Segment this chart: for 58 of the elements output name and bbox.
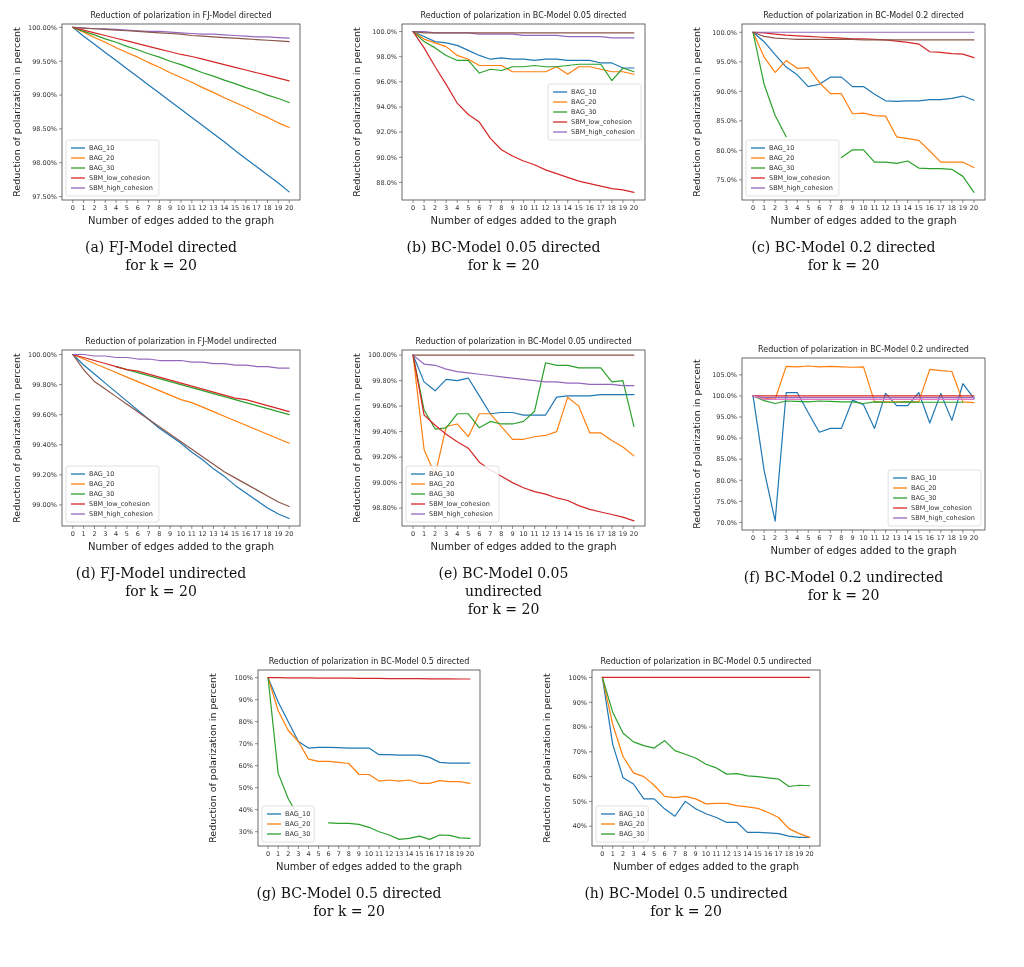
line-series: [412, 354, 635, 416]
chart-title: Reduction of polarization in BC-Model 0.05 undirected: [415, 337, 632, 346]
text: (a) FJ-Model directed: [85, 239, 237, 255]
chart-title: Reduction of polarization in BC-Model 0.5 undirected: [600, 657, 812, 666]
text: for k = 20: [125, 257, 197, 273]
y-axis-title: Reduction of polarization in percent: [207, 672, 218, 843]
line-series: [601, 676, 811, 788]
text: for k = 20: [467, 601, 540, 617]
text: for k = 20: [807, 587, 880, 603]
text: (g) BC-Model 0.5 directed: [256, 885, 442, 901]
x-axis-title: Number of edges added to the graph: [612, 861, 800, 872]
text: for k = 20: [313, 903, 385, 919]
text: for k = 20: [125, 583, 197, 599]
x-axis-title: Number of edges added to the graph: [87, 541, 275, 552]
y-axis-title: Reduction of polarization in percent: [11, 352, 22, 523]
line-series: [72, 353, 290, 369]
line-series: [72, 353, 290, 413]
line-series: [267, 677, 471, 764]
text: undirected: [464, 583, 543, 599]
x-axis-title: Number of edges added to the graph: [430, 215, 617, 226]
chart-title: Reduction of polarization in BC-Model 0.2 directed: [763, 11, 964, 20]
text: (b) BC-Model 0.05 directed: [406, 239, 601, 255]
y-axis-title: Reduction of polarization in percent: [691, 26, 702, 197]
text: for k = 20: [467, 257, 540, 273]
chart-title: Reduction of polarization in FJ-Model directed: [90, 11, 272, 20]
chart-title: Reduction of polarization in BC-Model 0.5 directed: [268, 657, 470, 666]
x-axis-title: Number of edges added to the graph: [770, 215, 957, 226]
y-axis-title: Reduction of polarization in percent: [351, 26, 362, 197]
line-series: [72, 26, 290, 82]
chart-title: Reduction of polarization in BC-Model 0.05 directed: [420, 11, 627, 20]
y-axis-title: Reduction of polarization in percent: [691, 358, 702, 529]
chart-title: Reduction of polarization in BC-Model 0.2 undirected: [758, 345, 969, 354]
line-series: [412, 354, 635, 522]
text: (c) BC-Model 0.2 directed: [751, 239, 936, 255]
y-axis-title: Reduction of polarization in percent: [351, 352, 362, 523]
line-series: [72, 26, 290, 104]
line-series: [72, 26, 290, 43]
text: for k = 20: [807, 257, 880, 273]
line-series: [72, 26, 290, 193]
text: (e) BC-Model 0.05: [438, 565, 569, 581]
chart-title: Reduction of polarization in FJ-Model undirected: [85, 337, 277, 346]
x-axis-title: Number of edges added to the graph: [430, 541, 617, 552]
line-series: [267, 677, 471, 784]
y-axis-title: Reduction of polarization in percent: [541, 672, 552, 843]
text: (h) BC-Model 0.5 undirected: [584, 885, 788, 901]
line-series: [752, 383, 975, 522]
x-axis-title: Number of edges added to the graph: [87, 215, 275, 226]
line-series: [752, 31, 975, 41]
line-series: [752, 395, 964, 405]
x-axis-title: Number of edges added to the graph: [770, 545, 957, 556]
text: (d) FJ-Model undirected: [75, 565, 247, 581]
x-axis-title: Number of edges added to the graph: [275, 861, 463, 872]
text: (f) BC-Model 0.2 undirected: [743, 569, 944, 585]
y-axis-title: Reduction of polarization in percent: [11, 26, 22, 197]
line-series: [752, 31, 975, 102]
line-series: [412, 354, 635, 387]
text: for k = 20: [650, 903, 722, 919]
line-series: [412, 30, 635, 194]
